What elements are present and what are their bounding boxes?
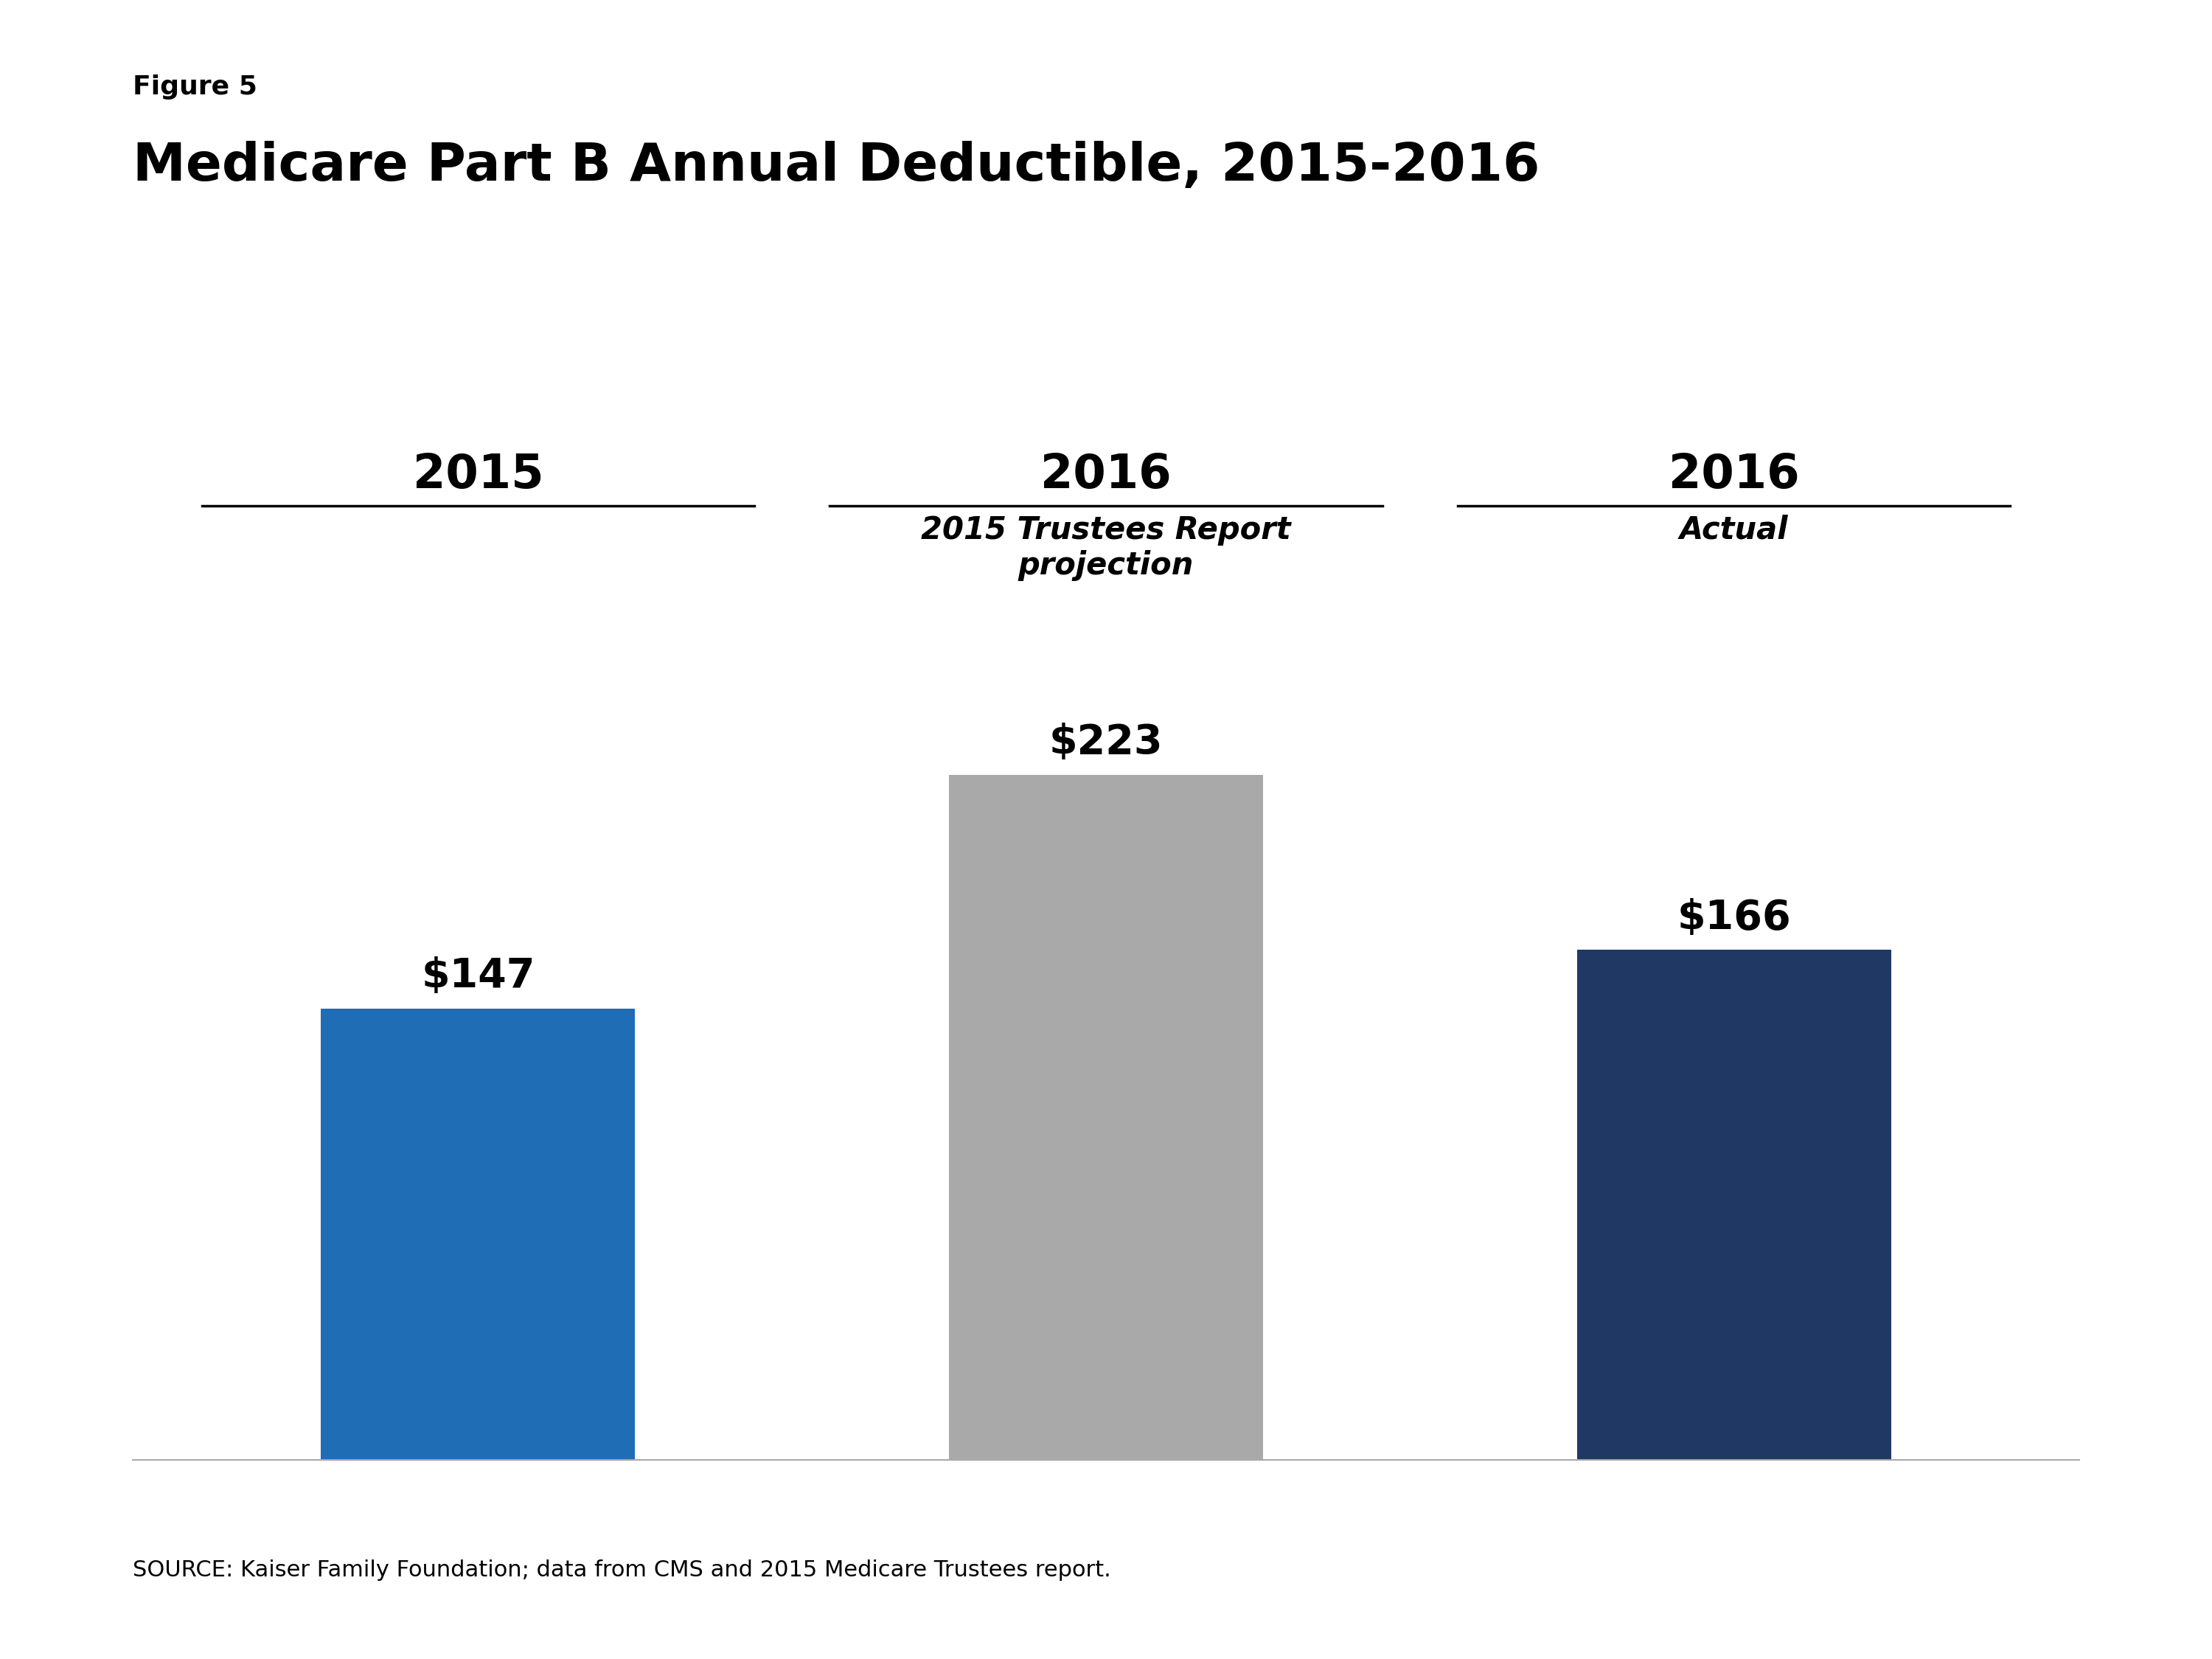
Text: 2016: 2016 [1040,451,1172,498]
Text: 2015 Trustees Report
projection: 2015 Trustees Report projection [920,514,1292,581]
Text: Actual: Actual [1679,514,1787,546]
Text: $147: $147 [420,956,535,995]
Text: Medicare Part B Annual Deductible, 2015-2016: Medicare Part B Annual Deductible, 2015-… [133,141,1540,192]
Text: Figure 5: Figure 5 [133,75,257,100]
Bar [321,1009,635,1460]
Text: FAMILY: FAMILY [2011,1556,2059,1569]
Text: FOUNDATION: FOUNDATION [2002,1591,2068,1601]
Text: THE HENRY J.: THE HENRY J. [1997,1483,2073,1493]
Bar [949,775,1263,1460]
Text: SOURCE: Kaiser Family Foundation; data from CMS and 2015 Medicare Trustees repor: SOURCE: Kaiser Family Foundation; data f… [133,1559,1110,1581]
Text: $166: $166 [1677,898,1792,937]
Text: KAISER: KAISER [2000,1520,2070,1536]
Text: 2015: 2015 [414,451,544,498]
Bar [1577,951,1891,1460]
Text: $223: $223 [1048,723,1164,763]
Text: 2016: 2016 [1668,451,1798,498]
